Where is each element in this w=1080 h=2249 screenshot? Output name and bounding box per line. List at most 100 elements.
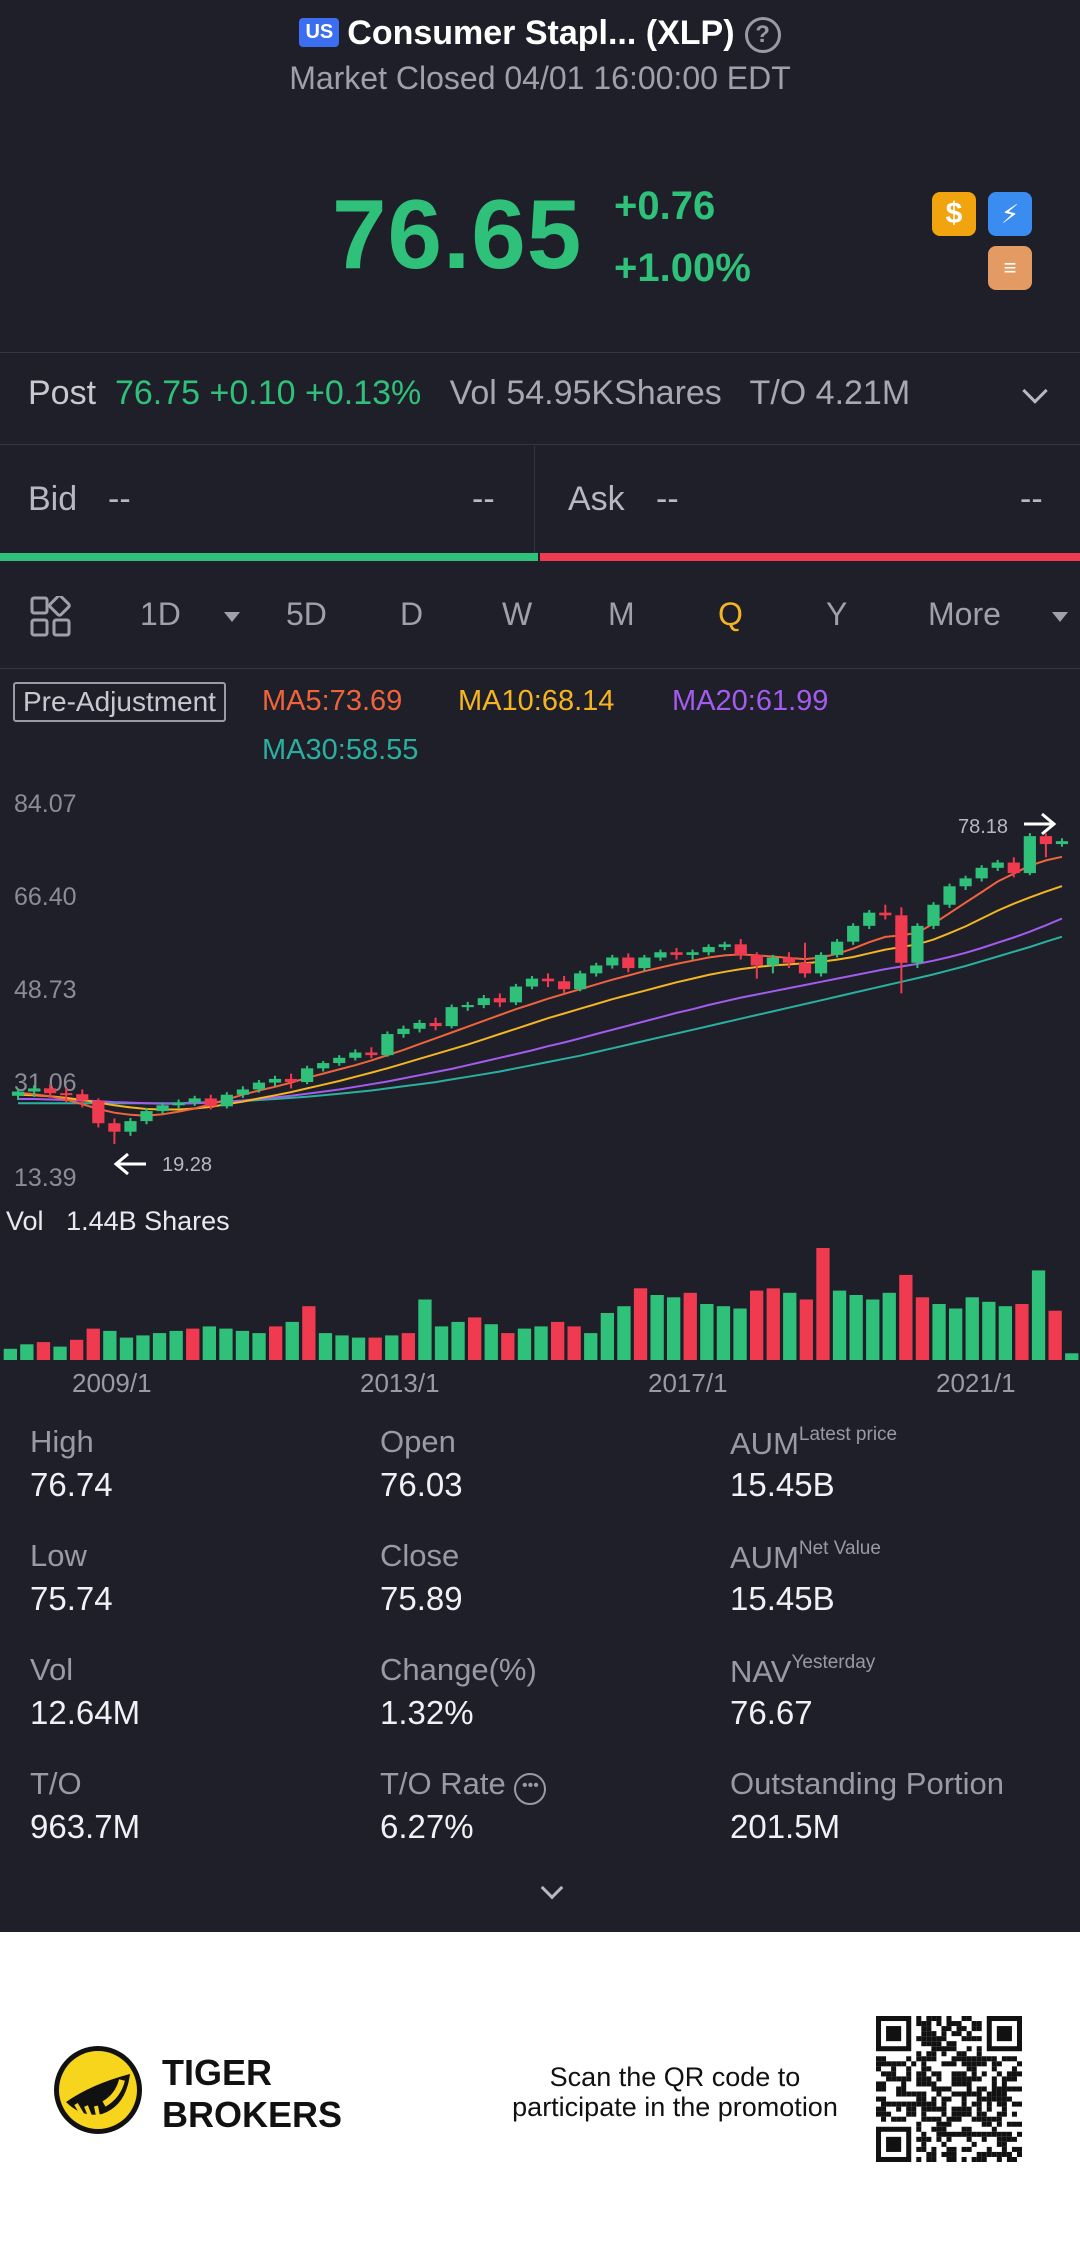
qr-module	[931, 2116, 937, 2122]
candle-body	[124, 1121, 137, 1132]
post-change: +0.10	[209, 374, 296, 412]
qr-module	[931, 2071, 937, 2077]
qr-module	[921, 2031, 927, 2037]
bid-size: --	[472, 480, 495, 518]
volume-bar	[733, 1308, 747, 1360]
candle	[236, 1086, 249, 1098]
qr-module	[966, 2086, 972, 2092]
tab-y[interactable]: Y	[826, 596, 848, 632]
volume-chart[interactable]	[0, 1240, 1080, 1364]
tab-1d[interactable]: 1D	[140, 596, 181, 632]
candle-body	[702, 946, 715, 953]
tab-q[interactable]: Q	[718, 596, 743, 632]
qr-module	[926, 2101, 932, 2107]
post-label: Post	[28, 374, 97, 412]
ma5-line	[17, 855, 1063, 1117]
stat-label-vol: Vol	[30, 1652, 74, 1687]
volume-bar	[20, 1344, 34, 1360]
qr-module	[931, 2146, 937, 2152]
qr-module	[996, 2116, 1002, 2122]
qr-module	[1011, 2076, 1017, 2082]
qr-module	[956, 2021, 962, 2027]
qr-module	[1006, 2096, 1012, 2102]
post-to-label: T/O	[749, 374, 807, 412]
pre-adjustment-toggle[interactable]: Pre-Adjustment	[13, 682, 226, 722]
qr-module	[951, 2081, 957, 2087]
qr-module	[966, 2031, 972, 2037]
ma20-label: MA20:61.99	[672, 685, 829, 717]
qr-module	[881, 2116, 887, 2122]
candle-body	[670, 952, 683, 955]
qr-module	[941, 2051, 947, 2057]
qr-module	[936, 2091, 942, 2097]
tab-more[interactable]: More	[928, 596, 1001, 632]
qr-module	[961, 2061, 967, 2067]
tab-d[interactable]: D	[400, 596, 424, 632]
qr-module	[886, 2076, 892, 2082]
volume-bar	[866, 1299, 880, 1360]
post-market-row[interactable]: Post 76.75 +0.10 +0.13% Vol 54.95KShares…	[28, 374, 910, 413]
qr-module	[966, 2076, 972, 2082]
volume-bar	[103, 1330, 117, 1360]
stack-a-icon[interactable]: ≡	[988, 246, 1032, 290]
qr-module	[931, 2056, 937, 2062]
help-icon[interactable]: ?	[744, 17, 781, 53]
candle	[429, 1017, 442, 1031]
qr-module	[931, 2126, 937, 2132]
candle	[381, 1031, 394, 1057]
qr-module	[891, 2061, 897, 2067]
candlestick-chart[interactable]	[0, 790, 1080, 1190]
qr-module	[946, 2146, 952, 2152]
qr-module	[926, 2031, 932, 2037]
candle	[991, 859, 1004, 871]
qr-module	[1006, 2131, 1012, 2137]
candle	[493, 993, 506, 1008]
layout-grid-icon[interactable]	[30, 596, 72, 638]
more-dots-icon[interactable]: •••	[514, 1773, 547, 1805]
qr-module	[936, 2086, 942, 2092]
candle-body	[654, 952, 667, 958]
qr-module	[911, 2111, 917, 2117]
qr-module	[906, 2076, 912, 2082]
qr-module	[1001, 2076, 1007, 2082]
post-to: 4.21M	[815, 374, 911, 412]
qr-module	[971, 2116, 977, 2122]
qr-module	[966, 2131, 972, 2137]
lightning-level-1-icon[interactable]: ⚡	[988, 192, 1032, 236]
qr-module	[876, 2111, 882, 2117]
stat-label-to-rate: T/O Rate •••	[380, 1766, 547, 1805]
qr-module	[921, 2041, 927, 2047]
divider	[0, 444, 1080, 445]
qr-module	[901, 2081, 907, 2087]
high-arrow-icon	[1024, 812, 1057, 836]
volume-bar	[750, 1290, 764, 1360]
header-title-row: US Consumer Stapl... (XLP)?	[0, 14, 1080, 53]
qr-module	[1011, 2101, 1017, 2107]
stat-label-outstanding: Outstanding Portion	[730, 1766, 1005, 1801]
candle	[766, 954, 779, 974]
qr-module	[1001, 2136, 1007, 2142]
qr-module	[976, 2091, 982, 2097]
candle-body	[140, 1111, 153, 1122]
qr-module	[936, 2016, 942, 2022]
qr-module	[896, 2106, 902, 2112]
volume-label-row: Vol 1.44B Shares	[6, 1206, 230, 1237]
tab-w[interactable]: W	[502, 596, 533, 632]
dropdown-triangle-icon[interactable]	[1052, 612, 1068, 622]
qr-module	[1016, 2071, 1022, 2077]
volume-bar	[269, 1326, 283, 1360]
qr-module	[951, 2021, 957, 2027]
qr-module	[931, 2046, 937, 2052]
qr-module	[956, 2091, 962, 2097]
qr-module	[966, 2061, 972, 2067]
candle	[831, 939, 844, 958]
qr-module	[961, 2146, 967, 2152]
qr-module	[976, 2151, 982, 2157]
dollar-icon[interactable]: $	[932, 192, 976, 236]
dropdown-triangle-icon[interactable]	[224, 612, 240, 622]
volume-bar	[600, 1313, 614, 1360]
tab-5d[interactable]: 5D	[286, 596, 327, 632]
qr-code-icon[interactable]	[876, 2016, 1022, 2162]
qr-module	[981, 2096, 987, 2102]
tab-m[interactable]: M	[608, 596, 635, 632]
